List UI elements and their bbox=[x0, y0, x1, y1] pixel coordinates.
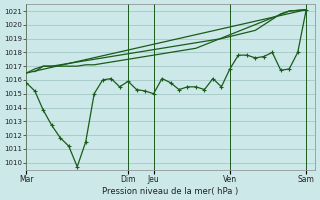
X-axis label: Pression niveau de la mer( hPa ): Pression niveau de la mer( hPa ) bbox=[102, 187, 239, 196]
